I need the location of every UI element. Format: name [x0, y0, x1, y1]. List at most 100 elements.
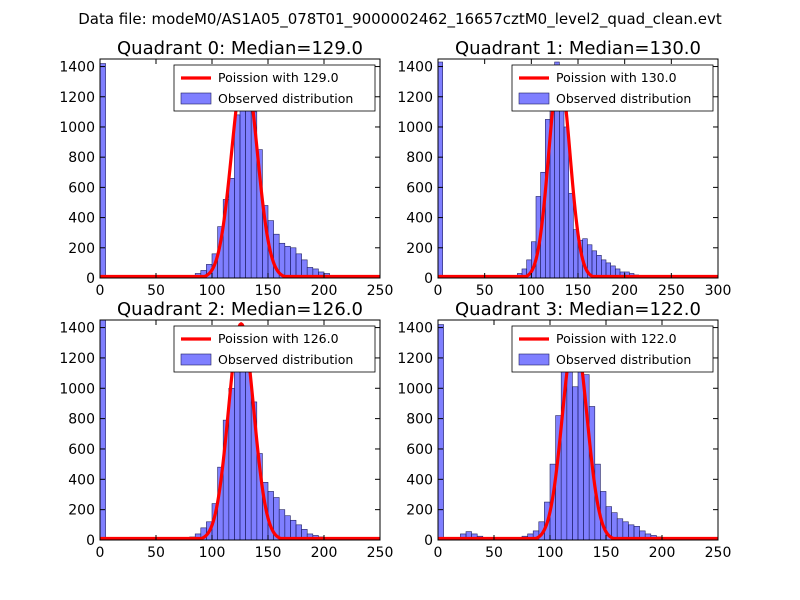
y-tick-label: 0	[86, 533, 95, 549]
y-tick-label: 1200	[397, 90, 433, 106]
y-tick-label: 600	[68, 180, 95, 196]
chart-panel-quadrant-3: 0 50 100 150 200 250 0 200 400 600 800 1000 1200 1400…	[397, 299, 731, 561]
y-tick-label: 1400	[397, 60, 433, 76]
legend-observed-label: Observed distribution	[556, 91, 691, 106]
y-tick-label: 1000	[59, 381, 95, 397]
y-tick-label: 600	[68, 442, 95, 458]
x-tick-label: 200	[649, 545, 676, 561]
histogram-bar	[239, 90, 246, 278]
legend-observed-swatch	[180, 353, 212, 366]
histogram-bar	[591, 250, 597, 278]
y-tick-label: 200	[68, 503, 95, 519]
y-tick-label: 600	[406, 180, 433, 196]
legend-observed-label: Observed distribution	[556, 352, 691, 367]
x-tick-label: 100	[199, 545, 226, 561]
chart-title: Quadrant 0: Median=129.0	[117, 38, 363, 59]
legend-poisson-label: Poission with 129.0	[218, 70, 339, 85]
histogram-bar	[438, 324, 444, 540]
y-tick-label: 800	[68, 412, 95, 428]
y-tick-label: 400	[68, 211, 95, 227]
y-tick-label: 800	[406, 150, 433, 166]
histogram-bar	[563, 126, 569, 278]
x-tick-label: 200	[311, 283, 338, 299]
histogram-bar	[284, 245, 291, 278]
histogram-bar	[290, 247, 297, 278]
y-tick-label: 0	[424, 533, 433, 549]
chart-title: Quadrant 3: Median=122.0	[455, 299, 701, 320]
chart-title: Quadrant 2: Median=126.0	[117, 299, 363, 320]
histogram-bar	[278, 509, 286, 540]
legend-poisson-label: Poission with 126.0	[218, 331, 339, 346]
legend-observed-swatch	[518, 92, 550, 105]
y-tick-label: 200	[68, 241, 95, 257]
x-tick-label: 0	[434, 283, 443, 299]
x-tick-label: 0	[96, 283, 105, 299]
chart-title: Quadrant 1: Median=130.0	[455, 38, 701, 59]
x-tick-label: 150	[565, 283, 592, 299]
histogram-bar	[228, 178, 235, 278]
x-tick-label: 100	[518, 283, 545, 299]
histogram-bar	[616, 518, 624, 540]
x-tick-label: 50	[485, 545, 503, 561]
y-tick-label: 1200	[397, 351, 433, 367]
histogram-bar	[611, 512, 618, 540]
x-tick-label: 100	[199, 283, 226, 299]
histogram-bar	[284, 515, 291, 540]
chart-panel-quadrant-0: 0 50 100 150 200 250 0 200 400 600 800 1000 1200 1400…	[59, 38, 393, 299]
axes-frame	[99, 58, 381, 279]
y-tick-label: 800	[406, 412, 433, 428]
y-tick-label: 400	[68, 472, 95, 488]
x-tick-label: 50	[476, 283, 494, 299]
y-tick-label: 1000	[59, 120, 95, 136]
histogram-bar	[245, 366, 252, 540]
x-tick-label: 150	[255, 545, 282, 561]
histogram-bar	[100, 320, 106, 540]
x-tick-label: 200	[611, 283, 638, 299]
legend: Poission with 126.0 Observed distribution	[173, 325, 376, 373]
histogram-bar	[295, 253, 302, 278]
x-tick-label: 50	[147, 545, 165, 561]
y-tick-label: 600	[406, 442, 433, 458]
histogram-bar	[438, 61, 443, 278]
histogram-bar	[234, 114, 241, 278]
x-tick-label: 200	[311, 545, 338, 561]
y-tick-label: 1200	[59, 351, 95, 367]
x-tick-label: 250	[705, 545, 732, 561]
x-tick-label: 0	[434, 545, 443, 561]
chart-panel-quadrant-2: 0 50 100 150 200 250 0 200 400 600 800 1000 1200 1400…	[59, 299, 393, 561]
figure-suptitle: Data file: modeM0/AS1A05_078T01_90000024…	[78, 10, 722, 29]
x-tick-label: 250	[367, 545, 394, 561]
y-tick-label: 400	[406, 211, 433, 227]
x-tick-label: 100	[537, 545, 564, 561]
poisson-curve	[100, 322, 380, 540]
y-tick-label: 400	[406, 472, 433, 488]
axes-frame	[437, 319, 719, 541]
axes-frame	[99, 319, 381, 541]
y-tick-label: 0	[424, 271, 433, 287]
plot-area	[100, 320, 380, 540]
y-tick-label: 1000	[397, 381, 433, 397]
y-tick-label: 1000	[397, 120, 433, 136]
x-tick-label: 150	[255, 283, 282, 299]
legend-observed-swatch	[180, 92, 212, 105]
legend-observed-label: Observed distribution	[218, 352, 353, 367]
y-tick-label: 800	[68, 150, 95, 166]
legend-poisson-label: Poission with 130.0	[556, 70, 677, 85]
legend-observed-swatch	[518, 353, 550, 366]
histogram-bar	[596, 255, 602, 278]
x-tick-label: 250	[658, 283, 685, 299]
legend: Poission with 122.0 Observed distribution	[511, 325, 714, 373]
histogram-bar	[572, 386, 579, 540]
y-tick-label: 1200	[59, 90, 95, 106]
y-tick-label: 200	[406, 241, 433, 257]
legend-box	[511, 64, 714, 112]
x-tick-label: 150	[593, 545, 620, 561]
y-tick-label: 0	[86, 271, 95, 287]
legend: Poission with 129.0 Observed distribution	[173, 64, 376, 112]
legend-poisson-label: Poission with 122.0	[556, 331, 677, 346]
x-tick-label: 50	[147, 283, 165, 299]
histogram-bar	[559, 96, 565, 278]
legend-observed-label: Observed distribution	[218, 91, 353, 106]
histogram-bar	[568, 193, 574, 278]
